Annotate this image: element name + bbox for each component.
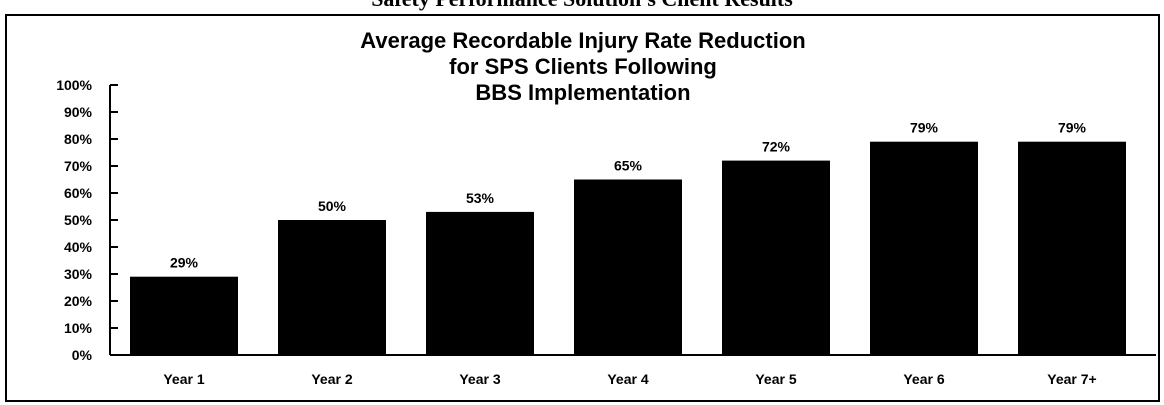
y-tick-label: 30% [64,266,93,282]
bar [1018,141,1126,355]
bar [278,220,386,355]
data-label: 79% [1058,120,1087,136]
x-tick-label: Year 6 [903,371,944,387]
y-tick-label: 60% [64,185,93,201]
data-label: 79% [910,120,939,136]
bar [722,160,830,355]
bar [574,179,682,355]
chart-title-line: for SPS Clients Following [449,54,717,79]
y-tick-label: 40% [64,239,93,255]
bar [130,276,238,355]
bar [870,141,978,355]
data-label: 72% [762,139,791,155]
x-tick-label: Year 2 [311,371,352,387]
page-title: Safety Performance Solution's Client Res… [0,0,1164,12]
x-tick-label: Year 5 [755,371,796,387]
y-tick-label: 90% [64,104,93,120]
x-tick-label: Year 3 [459,371,500,387]
chart-frame [5,14,1160,402]
data-label: 65% [614,158,643,174]
chart-title-line: BBS Implementation [475,80,690,105]
x-tick-label: Year 4 [607,371,648,387]
x-tick-label: Year 7+ [1047,371,1096,387]
chart-title-line: Average Recordable Injury Rate Reduction [360,28,805,53]
y-tick-label: 50% [64,212,93,228]
bar [426,211,534,355]
x-tick-label: Year 1 [163,371,204,387]
y-tick-label: 100% [56,77,92,93]
y-tick-label: 80% [64,131,93,147]
y-tick-label: 70% [64,158,93,174]
data-label: 50% [318,198,347,214]
data-label: 53% [466,190,495,206]
data-label: 29% [170,255,199,271]
y-tick-label: 0% [72,347,93,363]
y-tick-label: 10% [64,320,93,336]
y-tick-label: 20% [64,293,93,309]
